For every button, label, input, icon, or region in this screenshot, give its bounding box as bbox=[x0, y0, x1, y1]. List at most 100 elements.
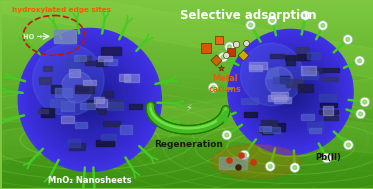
Bar bbox=[2, 24, 373, 26]
FancyBboxPatch shape bbox=[80, 103, 95, 109]
FancyBboxPatch shape bbox=[219, 157, 247, 169]
Circle shape bbox=[232, 34, 349, 150]
FancyBboxPatch shape bbox=[269, 95, 286, 101]
Point bbox=[240, 54, 246, 57]
Bar bbox=[2, 116, 373, 118]
FancyBboxPatch shape bbox=[75, 85, 94, 93]
FancyBboxPatch shape bbox=[51, 85, 61, 93]
Bar bbox=[2, 80, 373, 83]
Bar bbox=[2, 12, 373, 15]
FancyBboxPatch shape bbox=[297, 54, 310, 60]
FancyBboxPatch shape bbox=[323, 106, 333, 115]
Circle shape bbox=[220, 116, 224, 120]
Bar bbox=[2, 43, 373, 45]
FancyBboxPatch shape bbox=[38, 109, 48, 113]
Bar bbox=[2, 186, 373, 188]
Text: hydroxylated edge sites: hydroxylated edge sites bbox=[12, 7, 112, 12]
Circle shape bbox=[54, 64, 126, 136]
Circle shape bbox=[83, 93, 97, 107]
Circle shape bbox=[61, 71, 93, 103]
FancyBboxPatch shape bbox=[55, 88, 72, 98]
Bar bbox=[2, 38, 373, 40]
Circle shape bbox=[56, 67, 123, 133]
Bar bbox=[2, 17, 373, 19]
Circle shape bbox=[242, 153, 247, 157]
FancyBboxPatch shape bbox=[319, 110, 338, 114]
Circle shape bbox=[44, 55, 135, 145]
Bar bbox=[2, 99, 373, 101]
Circle shape bbox=[217, 113, 227, 122]
Bar bbox=[2, 174, 373, 177]
Bar bbox=[2, 15, 373, 17]
Circle shape bbox=[346, 37, 350, 41]
FancyBboxPatch shape bbox=[262, 129, 273, 134]
FancyBboxPatch shape bbox=[96, 140, 115, 146]
FancyBboxPatch shape bbox=[75, 122, 87, 128]
Circle shape bbox=[37, 47, 142, 153]
FancyBboxPatch shape bbox=[268, 123, 285, 131]
Circle shape bbox=[222, 130, 232, 140]
Circle shape bbox=[290, 163, 300, 172]
Bar bbox=[2, 181, 373, 184]
Circle shape bbox=[270, 71, 311, 113]
Circle shape bbox=[32, 44, 104, 116]
FancyBboxPatch shape bbox=[298, 84, 313, 92]
Bar bbox=[2, 141, 373, 144]
FancyBboxPatch shape bbox=[107, 102, 123, 110]
Circle shape bbox=[28, 38, 152, 162]
Point bbox=[218, 67, 224, 70]
Point bbox=[243, 42, 249, 45]
FancyBboxPatch shape bbox=[75, 55, 87, 61]
Circle shape bbox=[85, 95, 95, 105]
Circle shape bbox=[242, 44, 339, 140]
Bar bbox=[2, 149, 373, 151]
FancyBboxPatch shape bbox=[262, 121, 276, 125]
Bar bbox=[2, 184, 373, 186]
FancyBboxPatch shape bbox=[303, 71, 317, 79]
FancyBboxPatch shape bbox=[310, 68, 322, 73]
Circle shape bbox=[303, 13, 307, 17]
FancyBboxPatch shape bbox=[124, 74, 139, 82]
Bar bbox=[2, 40, 373, 43]
Bar bbox=[2, 134, 373, 137]
Bar bbox=[2, 92, 373, 94]
FancyBboxPatch shape bbox=[250, 65, 262, 71]
Circle shape bbox=[35, 45, 145, 155]
Point bbox=[226, 158, 232, 161]
Bar bbox=[2, 33, 373, 36]
Circle shape bbox=[225, 133, 229, 137]
FancyBboxPatch shape bbox=[307, 122, 323, 130]
Circle shape bbox=[209, 83, 218, 92]
Bar bbox=[2, 88, 373, 90]
Bar bbox=[2, 106, 373, 109]
Bar bbox=[2, 26, 373, 29]
Circle shape bbox=[228, 29, 353, 155]
Bar bbox=[2, 132, 373, 134]
Bar bbox=[2, 172, 373, 174]
FancyBboxPatch shape bbox=[309, 128, 321, 133]
FancyBboxPatch shape bbox=[320, 102, 337, 107]
FancyBboxPatch shape bbox=[120, 125, 132, 134]
Circle shape bbox=[49, 59, 130, 140]
FancyBboxPatch shape bbox=[273, 77, 290, 83]
Bar bbox=[2, 130, 373, 132]
Point bbox=[238, 153, 244, 156]
FancyBboxPatch shape bbox=[108, 100, 123, 108]
FancyBboxPatch shape bbox=[129, 105, 142, 108]
Circle shape bbox=[68, 78, 111, 121]
Bar bbox=[2, 125, 373, 127]
Bar bbox=[2, 66, 373, 69]
Circle shape bbox=[245, 46, 336, 138]
Circle shape bbox=[241, 42, 341, 142]
Bar bbox=[2, 153, 373, 156]
Bar bbox=[2, 52, 373, 55]
Point bbox=[233, 43, 239, 46]
Circle shape bbox=[358, 59, 361, 63]
Bar bbox=[2, 118, 373, 120]
FancyBboxPatch shape bbox=[103, 121, 120, 126]
Circle shape bbox=[59, 69, 121, 131]
Bar bbox=[2, 170, 373, 172]
FancyBboxPatch shape bbox=[78, 56, 91, 62]
FancyBboxPatch shape bbox=[61, 116, 74, 123]
FancyBboxPatch shape bbox=[286, 56, 295, 65]
